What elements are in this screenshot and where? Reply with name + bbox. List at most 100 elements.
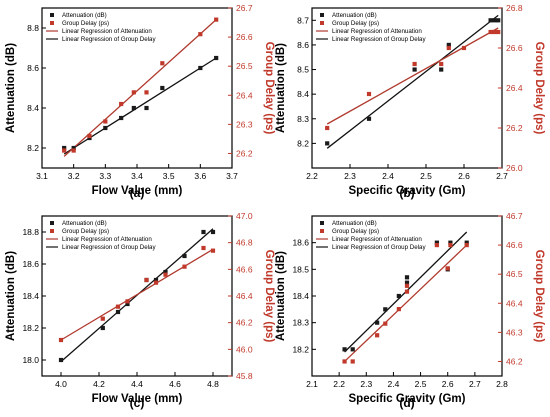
y-left-axis-title: Attenuation (dB) — [5, 43, 17, 133]
legend-group-delay-marker — [320, 21, 324, 25]
group-delay-point — [342, 359, 347, 364]
plot-data-area — [58, 228, 216, 363]
legend-entry: Group Delay (ps) — [332, 228, 379, 235]
x-tick-label: 3.2 — [68, 171, 80, 181]
y-right-tick-label: 46.2 — [506, 356, 523, 366]
attenuation-regression-line — [326, 14, 499, 149]
y-left-tick-label: 8.5 — [297, 65, 309, 75]
group-delay-point — [412, 61, 417, 67]
group-delay-point — [71, 148, 76, 153]
attenuation-point — [383, 307, 388, 312]
x-axis-title: Flow Value (mm) — [92, 393, 183, 405]
x-tick-label: 2.7 — [469, 379, 481, 389]
y-left-tick-label: 18.4 — [22, 291, 39, 301]
y-right-axis-title: Group Delay (ps) — [533, 42, 545, 135]
group-delay-point — [461, 45, 467, 51]
y-right-tick-label: 46.6 — [236, 264, 253, 274]
attenuation-point — [404, 275, 410, 280]
attenuation-point — [488, 18, 493, 23]
group-delay-point — [62, 148, 67, 153]
x-tick-label: 4.8 — [207, 379, 219, 389]
y-right-tick-label: 26.2 — [236, 148, 253, 158]
x-tick-label: 4.2 — [93, 379, 105, 389]
attenuation-point — [496, 18, 501, 23]
group-delay-point — [163, 272, 168, 277]
attenuation-point — [350, 347, 355, 352]
legend-attenuation-marker — [320, 221, 324, 225]
group-delay-point — [464, 242, 469, 248]
x-tick-label: 3.1 — [36, 171, 48, 181]
group-delay-point — [496, 29, 501, 35]
group-delay-point — [210, 248, 216, 253]
x-tick-label: 3.5 — [163, 171, 175, 181]
y-right-axis-title: Group Delay (ps) — [533, 250, 545, 343]
x-tick-label: 4.6 — [169, 379, 181, 389]
group-delay-point — [201, 245, 206, 251]
y-left-tick-label: 18.3 — [292, 318, 309, 328]
legend-group-delay-marker — [50, 229, 54, 233]
y-right-tick-label: 46.5 — [506, 269, 523, 279]
y-left-tick-label: 18.2 — [292, 344, 309, 354]
group-delay-point — [404, 283, 410, 288]
group-delay-point — [119, 101, 124, 107]
group-delay-point — [144, 90, 149, 95]
y-right-tick-label: 26.0 — [506, 163, 523, 173]
attenuation-point — [412, 67, 417, 72]
group-delay-point — [115, 304, 121, 309]
x-tick-label: 4.0 — [55, 379, 67, 389]
y-right-tick-label: 47.0 — [236, 211, 253, 221]
y-right-tick-label: 46.0 — [236, 344, 253, 354]
y-right-tick-label: 26.2 — [506, 123, 523, 133]
attenuation-point — [103, 125, 108, 131]
y-right-axis-title: Group Delay (ps) — [263, 42, 275, 135]
legend-entry: Linear Regression of Group Delay — [62, 36, 156, 43]
y-right-tick-label: 26.5 — [236, 61, 253, 71]
group-delay-regression-line — [63, 19, 217, 157]
group-delay-point — [396, 306, 401, 312]
group-delay-point — [492, 29, 497, 35]
y-right-tick-label: 26.6 — [236, 32, 253, 42]
legend-entry: Linear Regression of Attenuation — [332, 236, 422, 243]
legend-entry: Attenuation (dB) — [332, 12, 377, 19]
legend-attenuation-marker — [320, 13, 324, 17]
legend: Attenuation (dB)Group Delay (ps)Linear R… — [316, 220, 426, 251]
y-left-axis-title: Attenuation (dB) — [275, 43, 287, 133]
attenuation-point — [100, 325, 105, 331]
group-delay-regression-line — [344, 244, 468, 362]
y-right-tick-label: 46.3 — [506, 327, 523, 337]
x-tick-label: 2.6 — [442, 379, 454, 389]
y-left-axis-title: Attenuation (dB) — [5, 251, 17, 341]
attenuation-point — [153, 277, 159, 283]
attenuation-point — [115, 309, 121, 315]
group-delay-point — [153, 280, 159, 285]
x-axis-title: Flow Value (mm) — [92, 185, 183, 197]
legend-entry: Linear Regression of Attenuation — [62, 236, 152, 243]
x-tick-label: 2.3 — [360, 379, 372, 389]
chart-panel-4: 2.1 2.2 2.3 2.4 2.5 2.6 2.7 2.8 18.2 18.3 18.4 18.5… — [275, 211, 545, 410]
x-tick-label: 2.3 — [344, 171, 356, 181]
group-delay-point — [214, 17, 219, 22]
y-left-tick-label: 8.4 — [27, 103, 39, 113]
group-delay-point — [448, 242, 453, 248]
y-right-tick-label: 46.4 — [506, 298, 523, 308]
x-tick-label: 2.7 — [496, 171, 508, 181]
y-left-tick-label: 8.4 — [297, 89, 309, 99]
x-tick-label: 4.4 — [131, 379, 143, 389]
group-delay-point — [144, 277, 149, 283]
x-tick-label: 3.3 — [99, 171, 111, 181]
attenuation-regression-line — [63, 57, 217, 155]
x-axis-title: Specific Gravity (Gm) — [349, 393, 466, 405]
legend-entry: Attenuation (dB) — [62, 220, 107, 227]
attenuation-point — [210, 229, 216, 235]
x-tick-label: 2.5 — [420, 171, 432, 181]
attenuation-point — [446, 42, 451, 48]
group-delay-point — [366, 91, 372, 97]
y-left-tick-label: 8.6 — [297, 40, 309, 50]
chart-panel-3: 4.0 4.2 4.4 4.6 4.8 18.0 18.2 18.4 18.6 18.8 45.8 4… — [5, 211, 275, 410]
attenuation-point — [58, 357, 64, 363]
attenuation-point — [131, 105, 136, 111]
plot-data-area — [62, 17, 219, 157]
group-delay-point — [125, 299, 130, 304]
legend-entry: Group Delay (ps) — [62, 228, 109, 235]
